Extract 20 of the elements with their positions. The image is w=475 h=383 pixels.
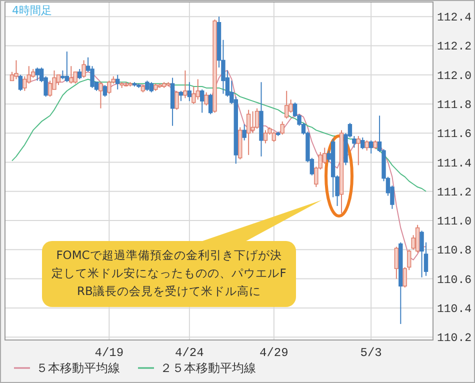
y-tick-label: 112.4: [437, 12, 472, 25]
y-tick-label: 112.0: [437, 70, 472, 83]
y-tick-label: 111.2: [437, 186, 472, 200]
x-tick-label: 4/19: [94, 346, 124, 360]
x-tick-label: 4/24: [175, 346, 204, 360]
legend-label: ５本移動平均線: [36, 361, 120, 375]
y-tick-label: 111.6: [437, 128, 472, 142]
y-tick-label: 111.8: [437, 98, 472, 112]
y-tick-label: 112.2: [437, 40, 472, 54]
annotation: FOMCで超過準備預金の金利引き下げが決定して米ドル安になったものの、パウエルFRB議長の会見を受けて米ドル高に: [52, 248, 286, 298]
y-tick-label: 110.2: [437, 332, 472, 346]
y-tick-label: 111.4: [437, 157, 472, 170]
x-tick-label: 4/29: [260, 346, 288, 360]
chart-title: 4時間足: [12, 4, 52, 17]
y-tick-label: 110.6: [437, 274, 472, 287]
y-tick-label: 110.8: [437, 244, 472, 258]
legend-label: ２５本移動平均線: [160, 361, 256, 375]
y-tick-label: 110.4: [437, 302, 472, 316]
x-tick-label: 5/3: [360, 346, 382, 360]
y-tick-label: 111.0: [437, 216, 472, 229]
